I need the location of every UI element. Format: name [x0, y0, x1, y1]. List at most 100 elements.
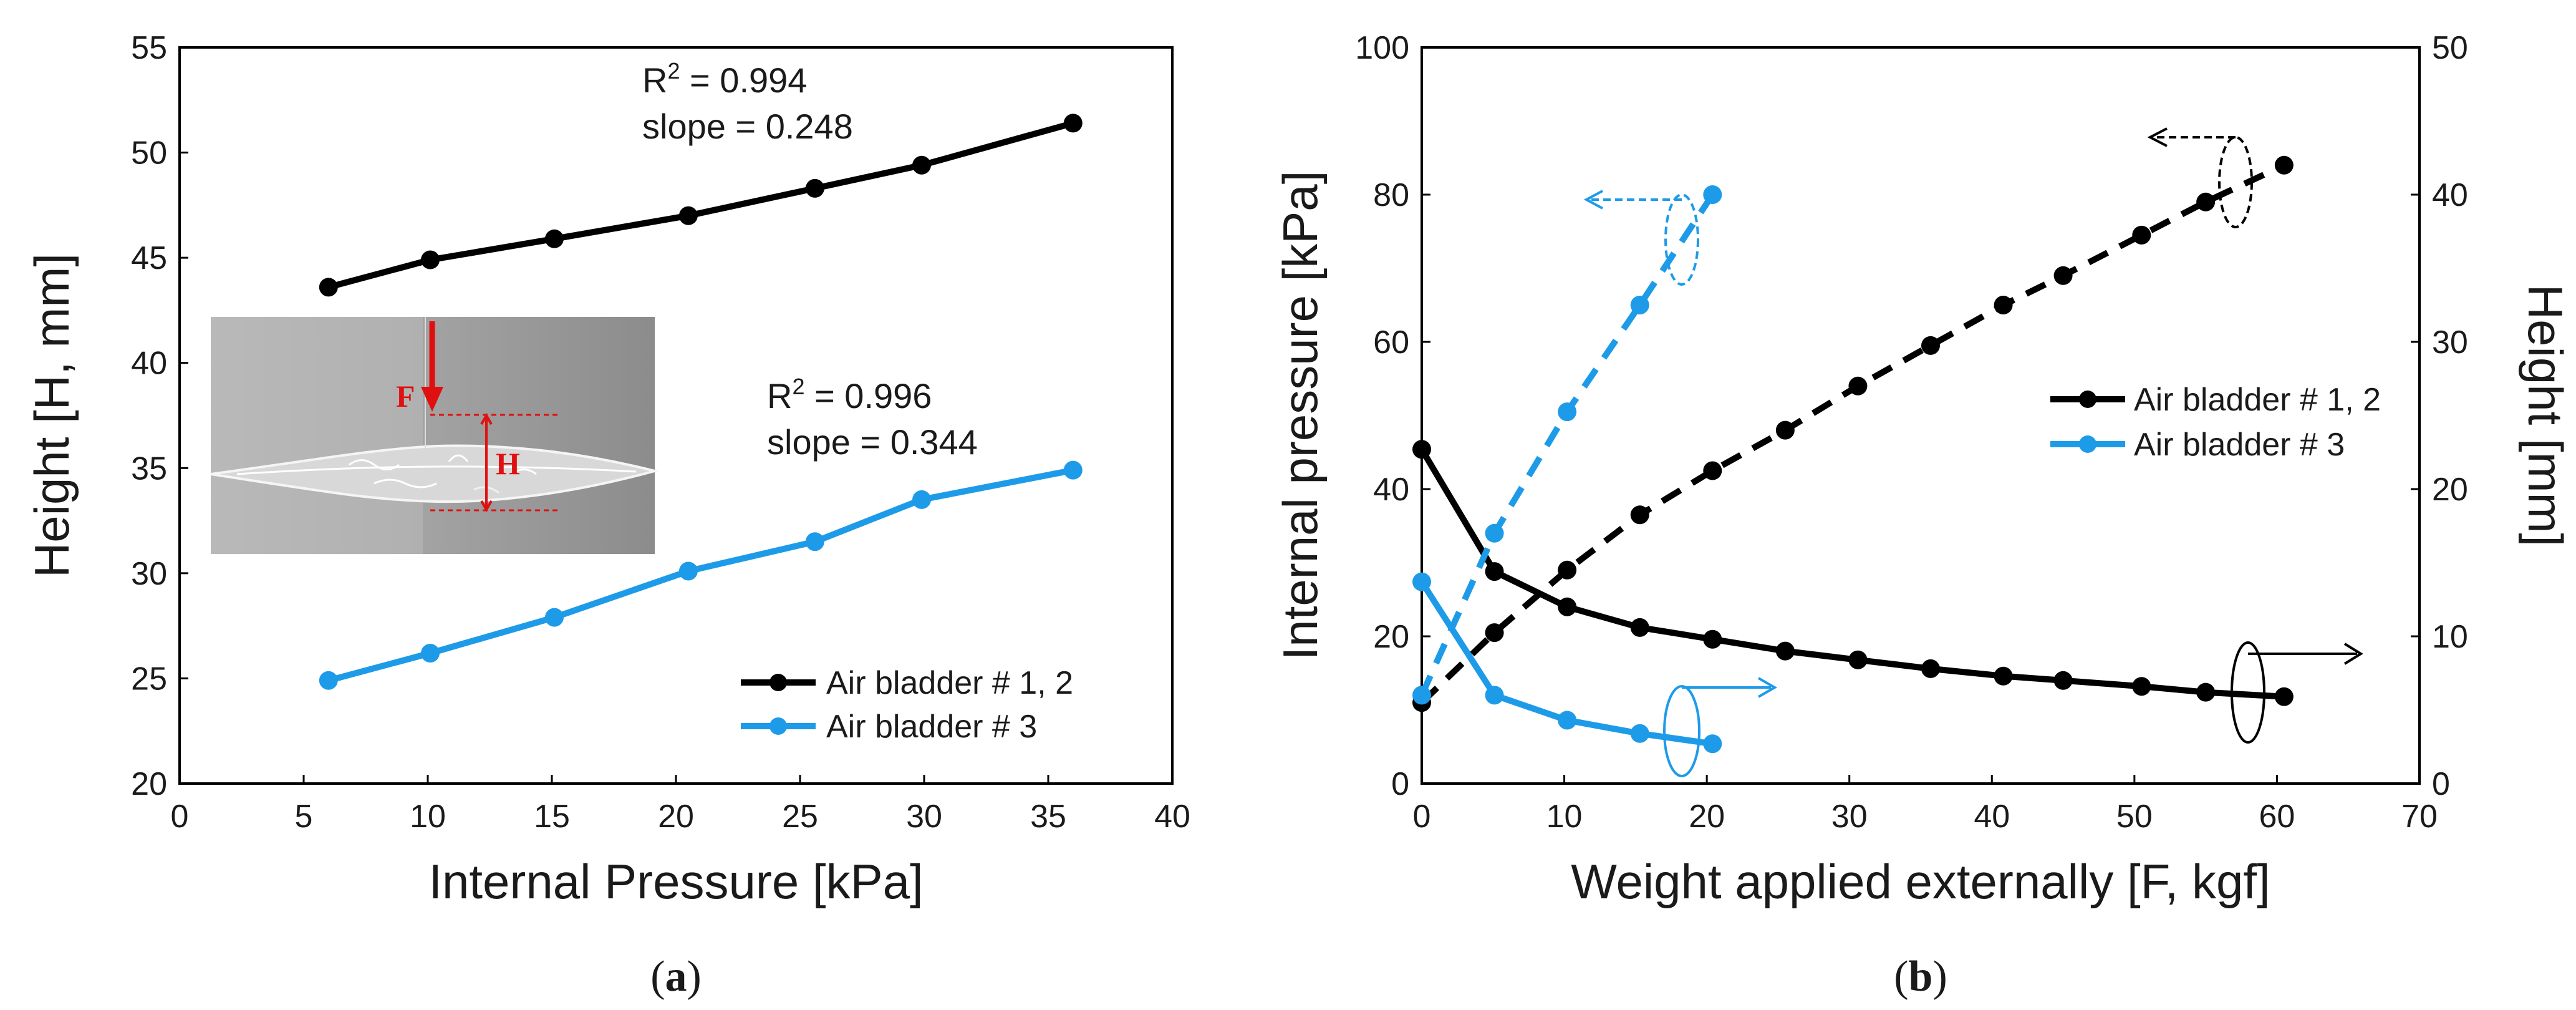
annotation-r2-blue: R2 = 0.996 — [767, 374, 932, 415]
data-point — [544, 608, 564, 627]
data-point — [1630, 618, 1649, 637]
data-point — [1412, 440, 1431, 459]
series-line-0 — [327, 120, 1074, 291]
y-tick-label: 55 — [131, 30, 167, 66]
x-tick-label: 5 — [295, 799, 313, 835]
y-tick-label: 100 — [1355, 30, 1409, 66]
data-point — [1921, 336, 1940, 355]
data-point — [319, 671, 338, 690]
legend-b-series-1: Air bladder # 1, 2 — [2134, 382, 2381, 418]
panel-b-legend: Air bladder # 1, 2 Air bladder # 3 — [2050, 382, 2381, 463]
x-tick-label: 35 — [1030, 799, 1066, 835]
data-point — [1485, 623, 1504, 643]
x-tick-label: 10 — [410, 799, 446, 835]
y-tick-label: 25 — [131, 661, 167, 697]
data-point — [1775, 420, 1795, 440]
panel-b-y-axis-label: Internal pressure [kPa] — [1273, 171, 1328, 661]
legend-a-series-2: Air bladder # 3 — [826, 709, 1037, 745]
y-tick-label: 20 — [131, 766, 167, 802]
data-point — [1558, 597, 1577, 616]
x-tick-label: 20 — [658, 799, 694, 835]
data-point — [2132, 225, 2151, 245]
series-line-2 — [1419, 193, 1715, 697]
y-tick-label: 45 — [131, 240, 167, 276]
x-tick-label: 10 — [1546, 799, 1583, 835]
annotation-r2-black: R2 = 0.994 — [642, 58, 807, 100]
inset-force-label: F — [396, 379, 415, 414]
data-point — [1630, 296, 1649, 314]
x-tick-label: 15 — [534, 799, 570, 835]
data-point — [420, 250, 440, 269]
indicator-blue-right-axis — [1663, 677, 1778, 777]
data-point — [1412, 572, 1431, 591]
y2-tick-label: 10 — [2432, 619, 2468, 655]
bladder-photo: F H — [210, 317, 660, 554]
x-tick-label: 60 — [2259, 799, 2295, 835]
data-point — [420, 643, 440, 663]
y-tick-label: 35 — [131, 450, 167, 487]
panel-a-axis-ticks: 0 5 10 15 20 25 30 35 40 20 25 30 35 40 45 50 55 — [131, 30, 1190, 835]
y-tick-label: 0 — [1391, 766, 1409, 802]
data-point — [2053, 266, 2073, 285]
y-tick-label: 80 — [1373, 177, 1409, 213]
data-point — [1558, 711, 1577, 730]
y-tick-label: 40 — [131, 346, 167, 382]
annotation-slope-blue: slope = 0.344 — [767, 422, 978, 462]
data-point — [805, 532, 824, 551]
data-point — [1848, 376, 1868, 396]
y2-tick-label: 30 — [2432, 324, 2468, 361]
data-point — [544, 229, 564, 248]
panel-b-y2-axis-label: Height [mm] — [2518, 284, 2573, 546]
panel-a-legend: Air bladder # 1, 2 Air bladder # 3 — [741, 665, 1073, 745]
data-point — [1485, 523, 1504, 543]
y-tick-label: 40 — [1373, 472, 1409, 508]
data-point — [2132, 677, 2151, 696]
x-tick-label: 0 — [171, 799, 189, 835]
panel-b-x-axis-label: Weight applied externally [F, kgf] — [1571, 854, 2270, 909]
indicator-black-right-axis — [2231, 641, 2363, 744]
panel-a-y-axis-label: Height [H, mm] — [24, 253, 79, 578]
data-point — [678, 206, 698, 225]
x-tick-label: 0 — [1413, 799, 1431, 835]
data-point — [1994, 296, 2013, 314]
x-tick-label: 40 — [1974, 799, 2010, 835]
data-point — [1921, 659, 1940, 678]
y2-tick-label: 40 — [2432, 177, 2468, 213]
data-point — [1703, 734, 1722, 754]
data-point — [2053, 671, 2073, 690]
data-point — [912, 155, 932, 175]
panel-a-x-axis-label: Internal Pressure [kPa] — [428, 854, 923, 909]
data-point — [1775, 641, 1795, 661]
y2-tick-label: 0 — [2432, 766, 2450, 802]
y-tick-label: 50 — [131, 135, 167, 172]
panel-a: 0 5 10 15 20 25 30 35 40 20 25 30 35 40 45 50 55 F H — [24, 30, 1190, 1001]
data-point — [912, 490, 932, 509]
data-point — [1703, 629, 1722, 649]
inset-height-label: H — [496, 446, 520, 481]
x-tick-label: 20 — [1689, 799, 1725, 835]
y2-tick-label: 50 — [2432, 30, 2468, 66]
panel-a-caption: (a) — [650, 953, 702, 1001]
data-point — [1848, 650, 1868, 669]
data-point — [2274, 155, 2294, 175]
panel-b-plot-frame — [1421, 46, 2421, 785]
indicator-black-left-axis — [2147, 127, 2253, 228]
y-tick-label: 60 — [1373, 324, 1409, 361]
data-point — [1558, 402, 1577, 422]
data-point — [1412, 686, 1431, 705]
data-point — [805, 178, 824, 198]
legend-b-series-2: Air bladder # 3 — [2134, 427, 2345, 463]
x-tick-label: 70 — [2401, 799, 2438, 835]
data-point — [2196, 682, 2216, 702]
data-point — [1485, 686, 1504, 705]
data-point — [2196, 192, 2216, 211]
x-tick-label: 30 — [1831, 799, 1868, 835]
data-point — [1630, 505, 1649, 525]
data-point — [2274, 687, 2294, 706]
data-point — [678, 561, 698, 581]
y-tick-label: 30 — [131, 556, 167, 592]
y2-tick-label: 20 — [2432, 472, 2468, 508]
